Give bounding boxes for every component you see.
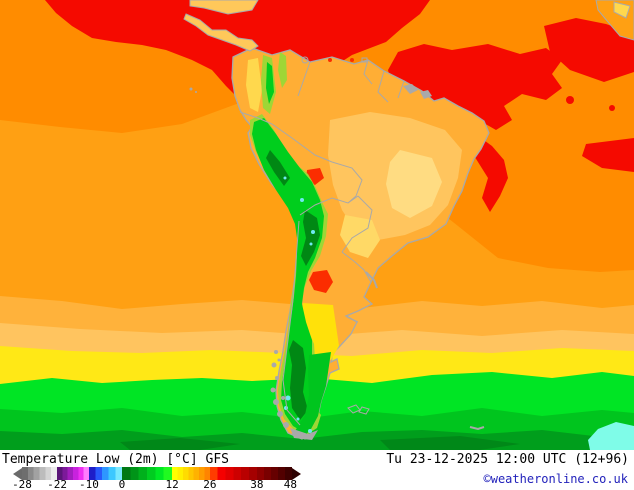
temperature-map <box>0 0 634 450</box>
south-georgia-island <box>469 426 485 431</box>
colorbar-tick-label: 0 <box>118 478 126 490</box>
andes-dark-core-patagonia <box>289 340 308 420</box>
patagonia-green-mass <box>295 352 331 438</box>
warm-red-zone-tropics <box>45 0 430 101</box>
andes-dark-core-altiplano <box>301 210 320 266</box>
galapagos-island <box>189 87 193 91</box>
andes-cold-zone <box>250 52 331 438</box>
red-speck <box>566 96 574 104</box>
border-bolivia-south <box>299 195 359 216</box>
border-venezuela-guyana <box>363 59 373 85</box>
border-peru-brazil <box>271 123 333 163</box>
central-america-land <box>183 13 259 52</box>
border-guyana-suriname <box>377 70 389 103</box>
warm-red-zone-northeast <box>544 18 634 82</box>
lake-maracaibo <box>301 56 309 64</box>
amazon-mouth-island <box>403 84 418 94</box>
patagonia-fjords <box>270 350 318 440</box>
galapagos-island <box>195 91 197 93</box>
border-bolivia <box>331 161 363 204</box>
warm-red-zone-atlantic <box>388 44 562 162</box>
argentina-warm-red-spot <box>309 270 333 293</box>
trinidad-island <box>361 57 368 63</box>
colorbar-left-arrow <box>13 467 22 480</box>
colorbar-tick-label: -28 <box>12 478 32 490</box>
product-label: Temperature Low (2m) [°C] GFS <box>2 452 229 467</box>
border-paraguay-argentina <box>341 195 373 253</box>
deep-green-patch <box>380 436 520 450</box>
warm-red-right-edge <box>582 138 634 172</box>
colombia-yellow-strip <box>246 58 262 112</box>
colorbar-ticks: -28 -22 -10 0 12 26 38 48 <box>12 478 297 490</box>
colorbar-tick-label: -22 <box>47 478 68 490</box>
brazil-paler-core <box>386 150 442 218</box>
andes-green <box>252 118 324 432</box>
coastlines-and-borders <box>183 0 634 440</box>
cold-cyan-corner <box>588 422 634 450</box>
venezuela-red-dot <box>350 58 354 62</box>
colombia-andes-green <box>266 62 274 104</box>
border-suriname <box>397 80 405 99</box>
deep-green-patch <box>120 438 240 450</box>
colorbar-gradient <box>22 467 292 480</box>
africa-corner-patch <box>613 1 631 19</box>
border-colombia-venezuela <box>297 61 311 97</box>
colorbar-tick-label: 12 <box>165 478 179 490</box>
rio-de-la-plata-edge <box>346 316 359 323</box>
border-ecuador <box>239 111 273 125</box>
south-brazil-yellow <box>340 215 380 258</box>
venezuela-red-dot <box>328 58 332 62</box>
colorbar-tick-label: 48 <box>283 478 297 490</box>
south-america-temperature-field <box>0 0 634 450</box>
amazon-mouth-island <box>420 90 432 99</box>
colorbar-right-arrow <box>292 467 301 480</box>
border-uruguay <box>341 251 372 283</box>
border-chile-argentina <box>282 220 301 426</box>
central-america-top <box>189 0 259 15</box>
legend-bar: Temperature Low (2m) [°C] GFS Tu 23-12-2… <box>0 450 634 490</box>
colombia-andes-strip-east <box>278 52 287 88</box>
colorbar-tick-label: 38 <box>250 478 264 490</box>
copyright-link[interactable]: ©weatheronline.co.uk <box>483 472 629 486</box>
red-speck <box>609 105 615 111</box>
falkland-islands <box>358 406 370 415</box>
temperature-colorbar: -28 -22 -10 0 12 26 38 48 <box>12 467 301 490</box>
colorbar-tick-label: 26 <box>203 478 217 490</box>
colorbar-tick-label: -10 <box>79 478 99 490</box>
lagoon-porto-alegre <box>365 271 378 289</box>
datetime-label: Tu 23-12-2025 12:00 UTC (12+96) <box>386 452 629 467</box>
